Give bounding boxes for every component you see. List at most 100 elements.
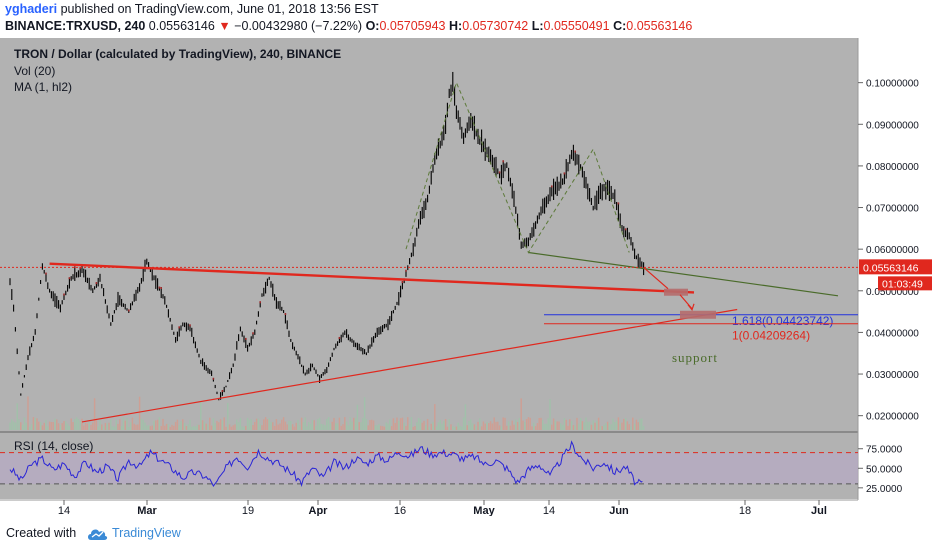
volume-bar [131, 417, 134, 430]
volume-bar [336, 423, 339, 430]
volume-bar [318, 417, 321, 430]
volume-bar [500, 426, 503, 430]
volume-bar [567, 425, 569, 430]
volume-bar [218, 422, 220, 430]
volume-bar [394, 422, 396, 430]
volume-bar [601, 426, 603, 430]
volume-bar [75, 417, 78, 430]
volume-bar [255, 418, 258, 430]
support-label: support [672, 350, 718, 365]
volume-bar [642, 425, 645, 430]
volume-bar [270, 421, 272, 430]
volume-bar [497, 421, 499, 430]
volume-bar [491, 423, 494, 430]
price-tick-label: 0.05000000 [866, 287, 919, 298]
volume-bar [583, 422, 585, 430]
volume-bar [626, 421, 629, 430]
volume-bar [378, 423, 380, 430]
volume-bar [628, 424, 630, 430]
volume-bar [34, 418, 36, 430]
volume-bar [417, 417, 420, 430]
volume-bar [502, 417, 504, 430]
volume-bar [486, 422, 488, 430]
volume-bar [90, 424, 92, 430]
tradingview-brand[interactable]: TradingView [112, 526, 181, 540]
volume-bar [110, 419, 112, 430]
volume-bar [243, 426, 245, 430]
fib-level-label: 1(0.04209264) [732, 329, 810, 343]
volume-bar [79, 420, 81, 430]
pattern-zigzag[interactable] [405, 81, 630, 254]
volume-bar [471, 423, 474, 430]
trendline[interactable] [49, 262, 695, 294]
volume-bar [367, 425, 369, 430]
price-axis[interactable]: 0.10000000 0.09000000 0.08000000 0.07000000… [858, 79, 932, 423]
volume-bar [529, 417, 531, 430]
volume-bar [162, 418, 164, 430]
volume-bar [522, 420, 524, 430]
volume-bar [302, 422, 305, 430]
candle-body-red [405, 269, 407, 272]
price-tick-label: 0.04000000 [866, 328, 919, 339]
volume-bar [403, 422, 405, 430]
high-value: 0.05730742 [462, 19, 529, 33]
volume-bar [97, 426, 99, 430]
volume-bar [488, 423, 490, 430]
time-tick-label: 18 [739, 505, 751, 516]
volume-bar [581, 421, 584, 430]
drawing-annotations[interactable]: 1.618(0.04423742)1(0.04209264) support [0, 81, 858, 423]
volume-bar [304, 417, 306, 430]
volume-bar [632, 417, 634, 430]
volume-bar [565, 419, 567, 430]
volume-bar [237, 422, 240, 430]
candle-body-red [95, 282, 98, 285]
volume-bar [171, 424, 173, 430]
volume-bar [54, 418, 56, 430]
candle-body-red [221, 389, 224, 392]
volume-bar [410, 417, 413, 430]
volume-bar [507, 421, 510, 430]
rsi-axis[interactable]: 75.0000 50.0000 25.0000 [858, 445, 903, 495]
volume-bar [268, 418, 270, 430]
volume-bar [36, 418, 38, 430]
volume-bar [446, 426, 449, 430]
volume-bar [300, 417, 303, 430]
volume-bar [480, 426, 483, 430]
volume-bar [29, 426, 31, 430]
volume-bar [576, 417, 578, 430]
volume-bar [385, 422, 387, 430]
trendline[interactable] [81, 308, 738, 423]
volume-bar [95, 418, 98, 430]
candle-body-red [252, 332, 254, 335]
price-pane [0, 38, 858, 431]
volume-bar [120, 426, 123, 430]
volume-bar [482, 421, 485, 430]
volume-bar [228, 424, 231, 430]
volume-bar [479, 418, 481, 430]
volume-bar [77, 419, 80, 430]
arrow-head-icon [687, 303, 695, 312]
volume-bar [308, 422, 310, 430]
candle-body-red [178, 326, 180, 329]
volume-bar [545, 423, 548, 430]
candle-body-red [74, 266, 76, 269]
volume-bar [234, 424, 236, 430]
volume-bar [376, 425, 378, 430]
author-link[interactable]: yghaderi [5, 2, 58, 16]
projection-box[interactable] [680, 310, 716, 319]
close-value: 0.05563146 [626, 19, 693, 33]
volume-bar [527, 417, 530, 430]
time-tick-label: Mar [137, 505, 157, 516]
volume-bar [57, 423, 60, 430]
volume-bar [227, 402, 229, 430]
chart-area[interactable]: 1.618(0.04423742)1(0.04209264) support 0.… [0, 38, 932, 516]
volume-bar [252, 425, 254, 430]
volume-bar [473, 424, 476, 430]
projection-arrow[interactable] [643, 267, 669, 290]
volume-bar [493, 417, 495, 430]
time-axis[interactable]: 14 Mar 19 Apr 16 May 14 Jun 18 Jul [58, 500, 827, 516]
projection-box[interactable] [664, 288, 688, 296]
volume-bar [47, 426, 49, 430]
candle-body-red [617, 202, 620, 205]
trendline[interactable] [528, 251, 839, 297]
